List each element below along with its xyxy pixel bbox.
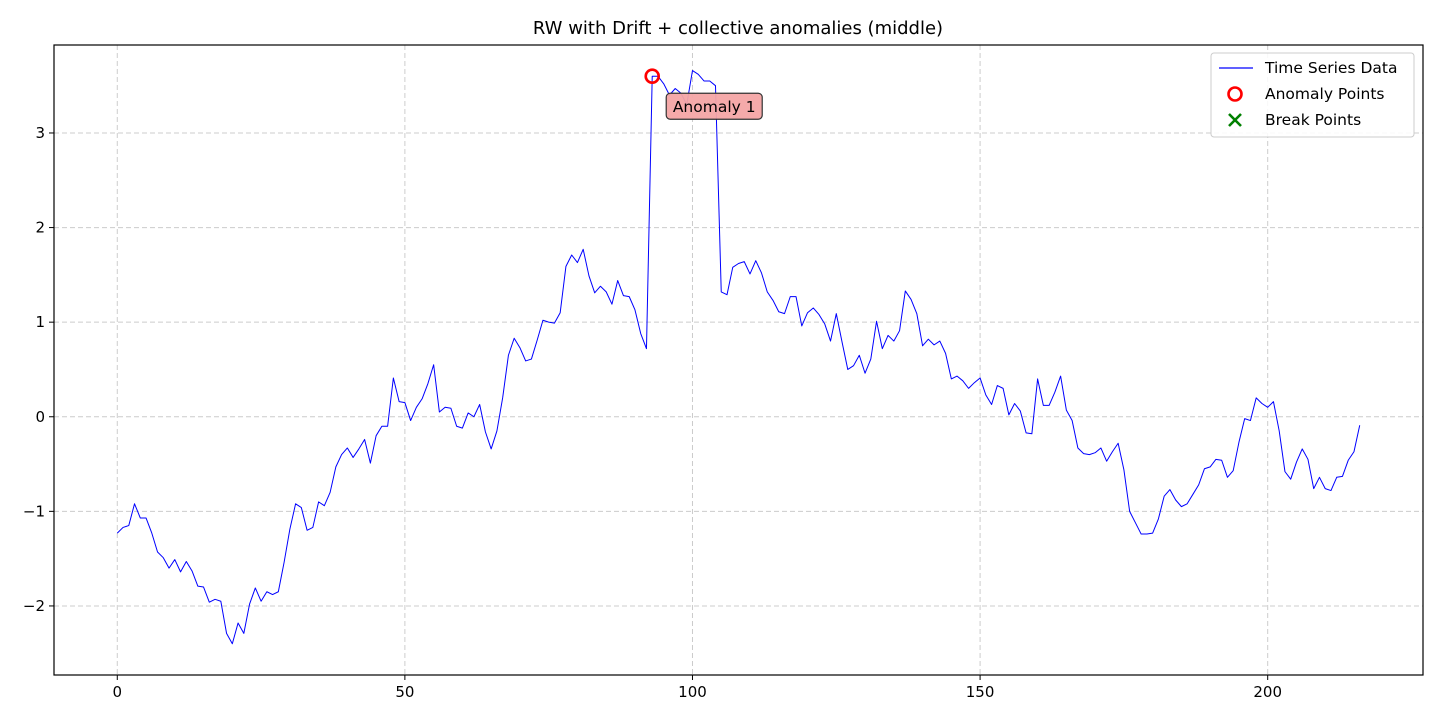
legend: Time Series Data Anomaly Points Break Poin…: [1210, 52, 1415, 138]
y-tick-label: −1: [23, 502, 45, 520]
grid-layer: [54, 45, 1423, 675]
x-tick-label: 100: [678, 683, 707, 701]
anomaly-point: [644, 68, 661, 85]
series-line: [116, 70, 1361, 645]
legend-label: Anomaly Points: [1265, 85, 1384, 103]
y-tick-label: 0: [35, 408, 45, 426]
legend-frame: [1210, 52, 1415, 138]
annotation-layer: Anomaly 1: [665, 92, 763, 120]
x-tick-label: 50: [395, 683, 414, 701]
x-tick-label: 0: [112, 683, 122, 701]
legend-label: Break Points: [1265, 111, 1361, 129]
x-tick-label: 150: [966, 683, 995, 701]
legend-x-swatch: [1228, 113, 1242, 127]
plot-frame: [53, 44, 1424, 676]
legend-circle-swatch: [1227, 86, 1243, 102]
y-tick-label: −2: [23, 597, 45, 615]
annotation-label: Anomaly 1: [673, 98, 756, 116]
marker-layer: [644, 68, 661, 85]
series-layer: [116, 70, 1361, 645]
annotation-box: [665, 92, 763, 120]
y-tick-label: 3: [35, 124, 45, 142]
y-tick-label: 2: [35, 219, 45, 237]
legend-label: Time Series Data: [1264, 59, 1397, 77]
x-tick-label: 200: [1253, 683, 1282, 701]
tick-layer: 0 50 100 150 200 −2 −1 0 1 2 3: [23, 124, 1282, 701]
chart-title: RW with Drift + collective anomalies (mi…: [533, 18, 943, 39]
y-tick-label: 1: [35, 313, 45, 331]
